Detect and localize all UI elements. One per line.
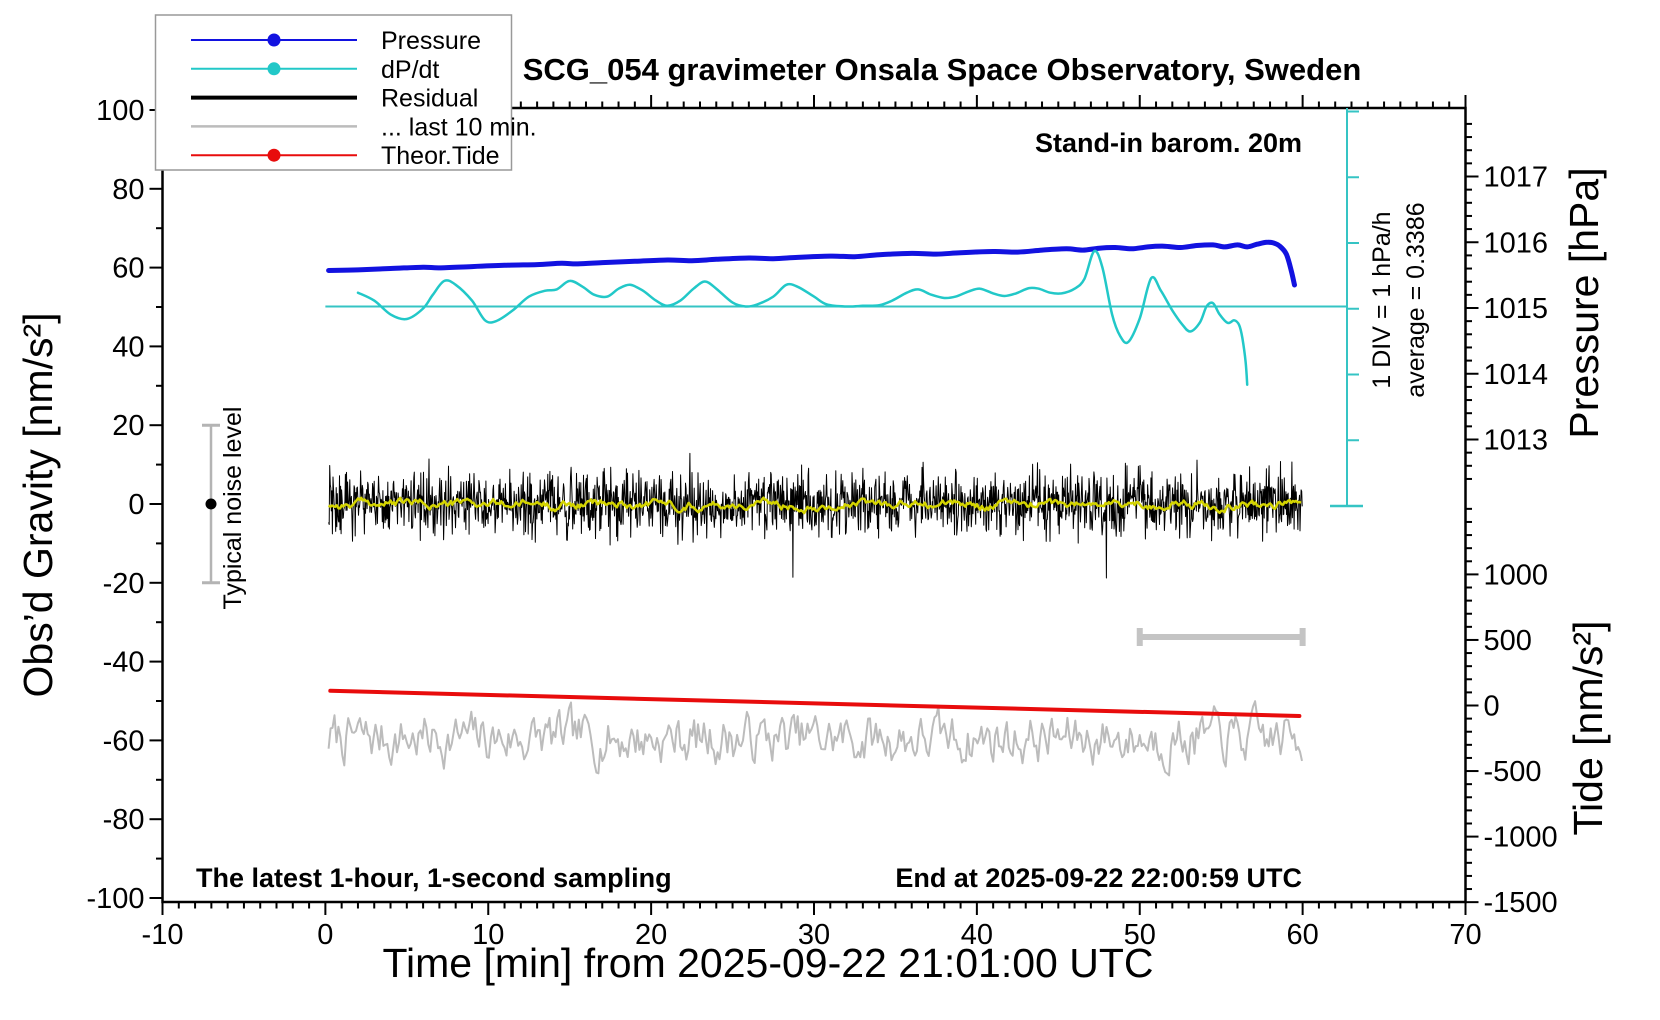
tick-label: -80 (103, 804, 145, 836)
tick-label: -20 (103, 568, 145, 600)
tick-label: -40 (103, 647, 145, 679)
series-dp-dt (356, 249, 1249, 386)
legend-dot-sample (267, 62, 281, 76)
tick-label: 10 (472, 919, 504, 951)
tick-label: 1013 (1484, 425, 1549, 457)
x-axis-title: Time [min] from 2025-09-22 21:01:00 UTC (383, 940, 1154, 986)
average-note: average = 0.3386 (1402, 202, 1430, 397)
tick-label: 1016 (1484, 227, 1549, 259)
tick-label: 1015 (1484, 293, 1549, 325)
barometer-note: Stand-in barom. 20m (1035, 128, 1302, 158)
tick-labels: -10 0 10 20 30 40 50 60 70100806040200-20-40-60-… (86, 95, 1557, 951)
footer-sampling-note: The latest 1-hour, 1-second sampling (196, 863, 672, 893)
tick-label: -1500 (1484, 887, 1558, 919)
div-scale-note: 1 DIV = 1 hPa/h (1368, 211, 1396, 388)
tick-label: 1017 (1484, 162, 1549, 194)
tick-label: 80 (112, 174, 144, 206)
tick-label: -500 (1484, 756, 1542, 788)
noise-level-note: Typical noise level (219, 407, 247, 610)
tick-label: 0 (128, 489, 144, 521)
legend-label: Theor.Tide (381, 142, 500, 170)
chart-title: SCG_054 gravimeter Onsala Space Observat… (523, 52, 1362, 87)
tick-label: 1014 (1484, 359, 1549, 391)
tick-label: 40 (112, 331, 144, 363)
last10-range-cap-right (1299, 628, 1306, 646)
tick-label: -60 (103, 725, 145, 757)
markers (202, 423, 1306, 646)
series-residual (328, 452, 1303, 579)
series-pressure (326, 239, 1297, 288)
tick-label: 100 (96, 95, 144, 127)
tick-label: 50 (1124, 919, 1156, 951)
series-residual-smoothed (327, 496, 1302, 515)
tick-label: 60 (1286, 919, 1318, 951)
tick-label: 0 (1484, 691, 1500, 723)
tide-axis-title: Tide [nm/s²] (1565, 621, 1611, 836)
tick-label: 20 (635, 919, 667, 951)
tick-label: -10 (142, 919, 184, 951)
tick-label: 500 (1484, 625, 1532, 657)
tick-label: 0 (317, 919, 333, 951)
tick-label: -1000 (1484, 822, 1558, 854)
tick-label: 1000 (1484, 559, 1549, 591)
tick-label: 70 (1449, 919, 1481, 951)
tick-label: 60 (112, 253, 144, 285)
tick-label: 20 (112, 410, 144, 442)
legend-label: Residual (381, 85, 478, 113)
series--last-10-min- (327, 700, 1303, 777)
noise-level-dot (205, 498, 217, 510)
legend-label: ... last 10 min. (381, 113, 537, 141)
data-series (326, 239, 1303, 777)
series-theor-tide (328, 688, 1302, 718)
tick-label: 30 (798, 919, 830, 951)
legend-dot-sample (267, 148, 281, 162)
legend-label: Pressure (381, 27, 481, 55)
tick-label: 40 (961, 919, 993, 951)
legend-dot-sample (267, 33, 281, 47)
footer-end-time: End at 2025-09-22 22:00:59 UTC (895, 863, 1302, 893)
pressure-axis-title: Pressure [hPa] (1561, 167, 1607, 438)
last10-range-cap-left (1136, 628, 1143, 646)
legend-label: dP/dt (381, 56, 439, 84)
gravity-axis-title: Obs’d Gravity [nm/s²] (15, 312, 61, 697)
tick-label: -100 (86, 883, 144, 915)
